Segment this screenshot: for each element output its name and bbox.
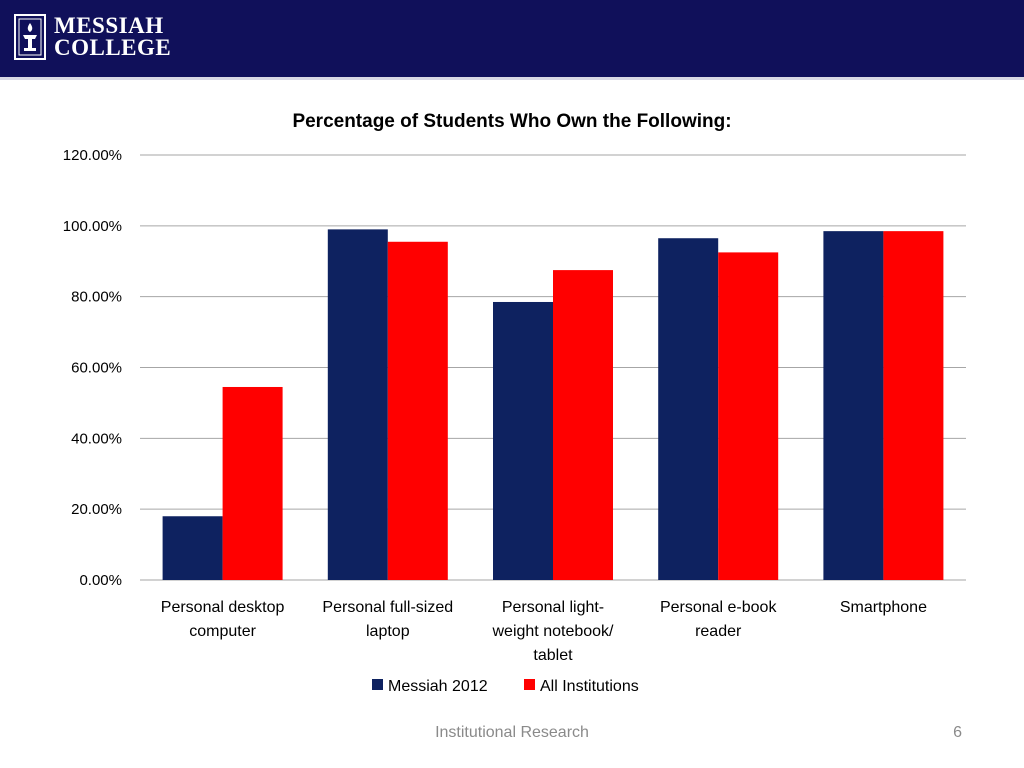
y-tick-label: 0.00%	[79, 572, 122, 589]
bar-messiah-2012	[823, 231, 884, 581]
page-number: 6	[953, 724, 962, 741]
bar-messiah-2012	[658, 238, 719, 580]
x-category-label: Personal e-book	[660, 599, 778, 616]
x-category-label: Personal light-	[502, 599, 604, 616]
y-tick-label: 100.00%	[63, 218, 122, 235]
bar-messiah-2012	[493, 301, 553, 580]
bar-all-institutions	[387, 241, 448, 581]
x-category-label: laptop	[366, 623, 410, 640]
header-divider	[0, 77, 1024, 80]
bar-messiah-2012	[327, 229, 388, 580]
bar-messiah-2012	[162, 516, 223, 580]
x-category-label: computer	[189, 623, 256, 640]
college-logo: MESSIAH COLLEGE	[14, 14, 171, 60]
header-bar: MESSIAH COLLEGE	[0, 0, 1024, 77]
y-tick-label: 80.00%	[71, 289, 122, 306]
logo-line-2: COLLEGE	[54, 35, 172, 60]
lamp-crest-icon	[14, 14, 46, 60]
bar-all-institutions	[222, 386, 283, 580]
bar-chart: Percentage of Students Who Own the Follo…	[63, 111, 966, 695]
bar-all-institutions	[883, 231, 944, 581]
y-tick-label: 40.00%	[71, 430, 122, 447]
y-tick-label: 120.00%	[63, 147, 122, 164]
x-category-label: reader	[695, 623, 742, 640]
legend-swatch	[372, 679, 383, 690]
legend-label: Messiah 2012	[388, 678, 488, 695]
footer-label: Institutional Research	[435, 724, 589, 741]
x-category-label: Smartphone	[840, 599, 927, 616]
logo-line-1: MESSIAH	[54, 13, 164, 38]
x-category-label: tablet	[533, 647, 573, 664]
x-category-label: Personal full-sized	[322, 599, 453, 616]
bar-all-institutions	[553, 270, 613, 580]
legend-swatch	[524, 679, 535, 690]
chart-area: Percentage of Students Who Own the Follo…	[0, 96, 1024, 716]
y-tick-label: 60.00%	[71, 360, 122, 377]
legend-label: All Institutions	[540, 678, 639, 695]
x-category-label: Personal desktop	[161, 599, 285, 616]
y-tick-label: 20.00%	[71, 501, 122, 518]
chart-title: Percentage of Students Who Own the Follo…	[292, 111, 731, 132]
bar-all-institutions	[718, 252, 779, 581]
x-category-label: weight notebook/	[492, 623, 615, 640]
